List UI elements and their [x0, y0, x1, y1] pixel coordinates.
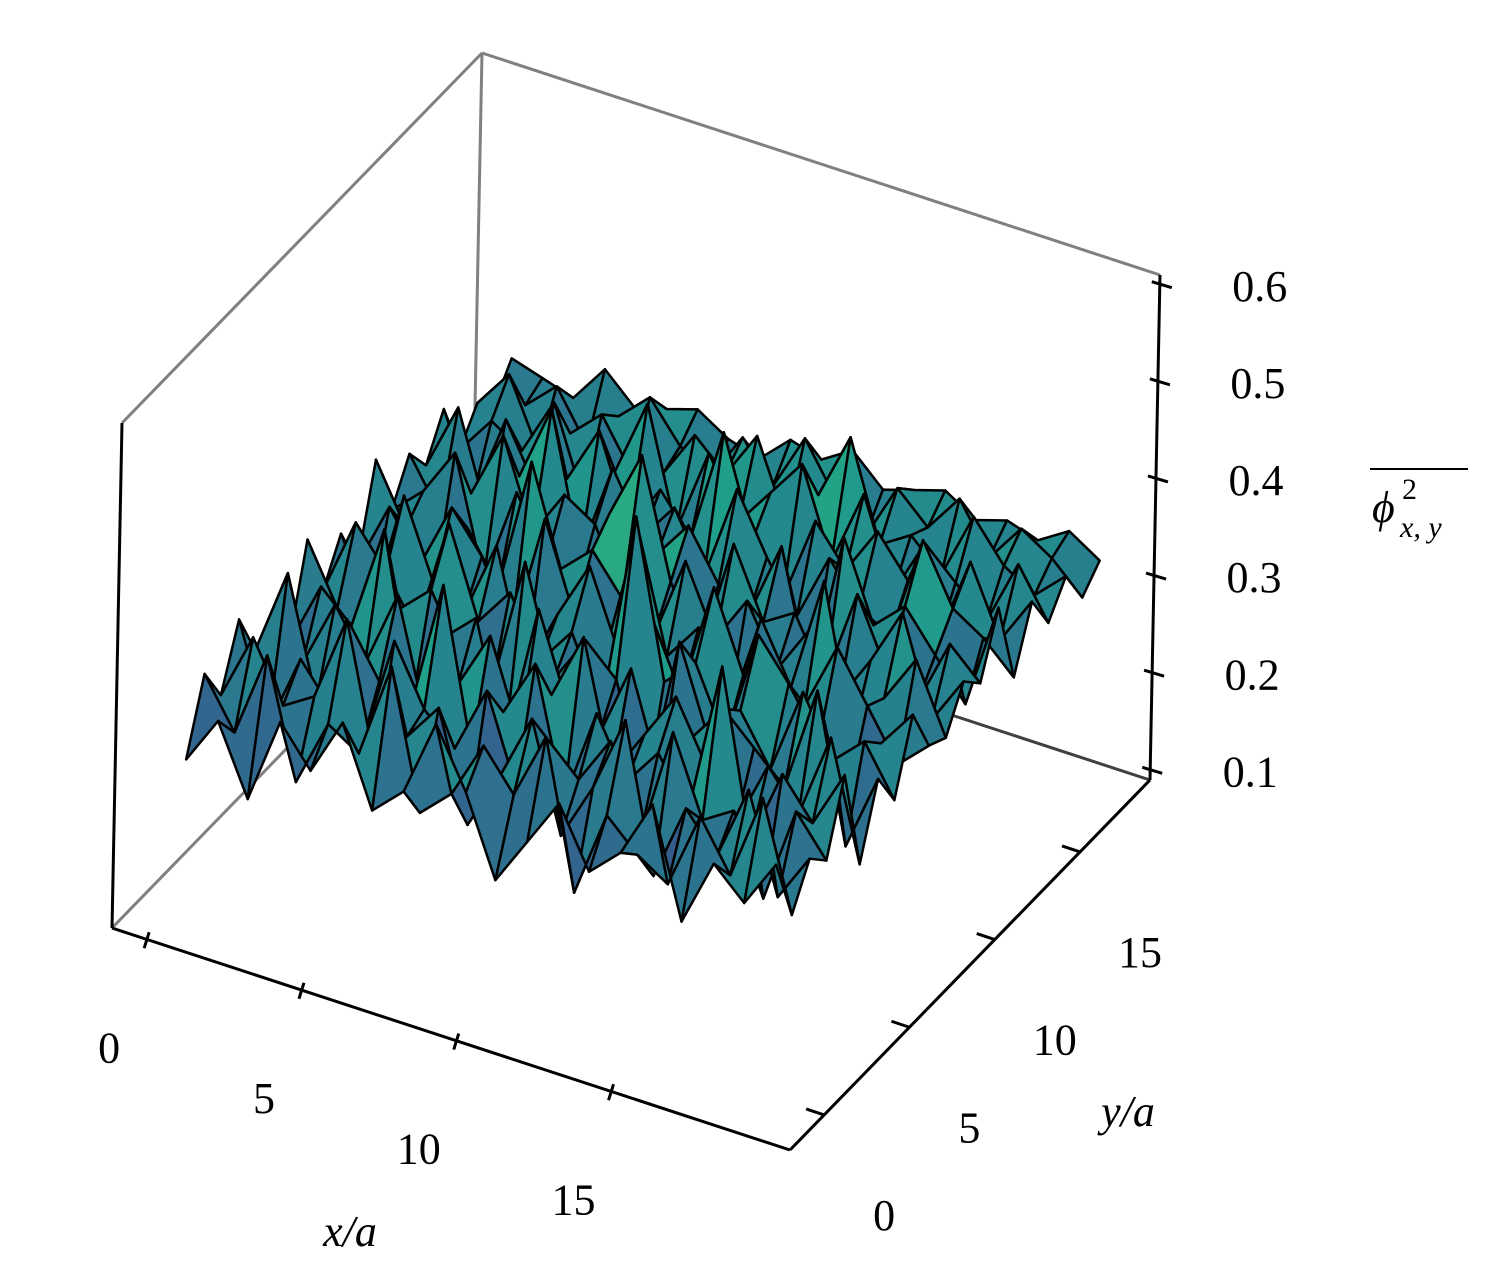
- x-tick: [142, 931, 151, 949]
- z-label-sub: x, y: [1399, 511, 1442, 544]
- pane-edge: [481, 51, 1161, 277]
- x-axis-line: [111, 926, 791, 1152]
- surface: [184, 357, 1101, 923]
- z-tick: [1143, 668, 1165, 678]
- z-axis-line: [1148, 274, 1162, 781]
- z-tick: [1151, 280, 1173, 290]
- pane-edge: [120, 51, 484, 425]
- x-tick-label: 15: [552, 1175, 596, 1224]
- z-tick-label: 0.2: [1225, 650, 1280, 699]
- axes: 0 5 10 15 0 5 10 15 0.1 0.2 0.3 0.4 0.5 0.6: [98, 262, 1287, 1240]
- z-tick: [1147, 474, 1169, 484]
- y-tick-label: 5: [958, 1103, 980, 1152]
- y-tick-label: 10: [1033, 1016, 1077, 1065]
- z-label-base: ϕ: [1372, 483, 1395, 532]
- y-tick: [1061, 844, 1081, 854]
- surface-cell: [742, 796, 794, 917]
- x-tick-label: 0: [98, 1023, 120, 1072]
- z-tick-label: 0.5: [1230, 359, 1285, 408]
- z-tick-label: 0.1: [1223, 747, 1278, 796]
- z-tick-label: 0.4: [1228, 456, 1283, 505]
- y-tick: [890, 1019, 910, 1029]
- z-tick-label: 0.3: [1227, 553, 1282, 602]
- z-tick: [1141, 765, 1163, 775]
- z-label-sup: 2: [1402, 473, 1417, 506]
- z-axis-label: ϕ 2 x, y: [1370, 468, 1468, 544]
- y-axis-line: [788, 778, 1152, 1152]
- x-tick: [607, 1083, 615, 1101]
- x-tick: [297, 982, 306, 1000]
- x-tick: [452, 1033, 461, 1050]
- x-tick-label: 5: [253, 1074, 275, 1123]
- z-tick: [1149, 377, 1171, 387]
- y-tick: [805, 1107, 825, 1117]
- z-tick: [1145, 571, 1167, 581]
- z-tick-label: 0.6: [1232, 262, 1287, 311]
- y-axis-label: y/a: [1097, 1087, 1155, 1136]
- y-tick-label: 0: [873, 1191, 895, 1240]
- y-tick-label: 15: [1118, 928, 1162, 977]
- pane-edge: [110, 422, 124, 929]
- y-tick: [976, 932, 996, 941]
- x-tick-label: 10: [397, 1125, 441, 1174]
- x-axis-label: x/a: [322, 1207, 377, 1256]
